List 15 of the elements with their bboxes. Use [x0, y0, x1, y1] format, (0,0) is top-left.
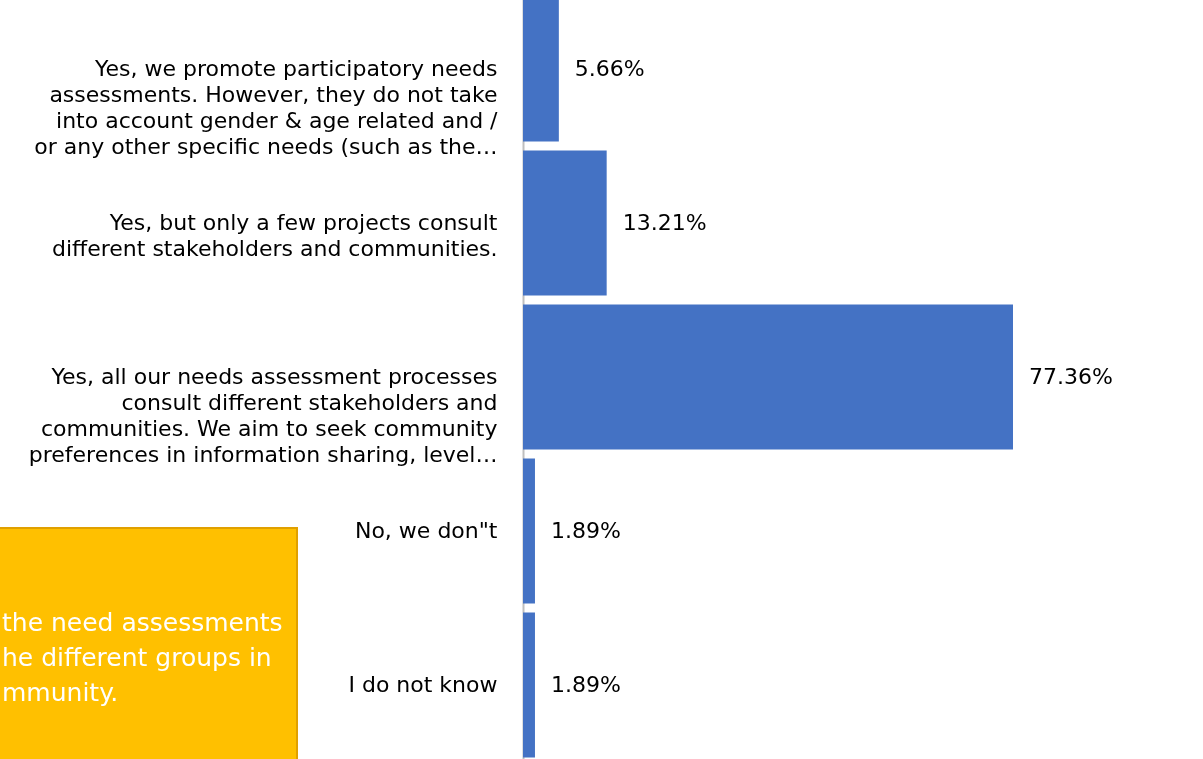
y-tick-label: Yes, but only a few projects consult different stakeholders and communities.: [51, 210, 498, 261]
y-tick-label: No, we don"t: [354, 518, 498, 543]
data-label: 5.66%: [574, 56, 645, 81]
bar: [523, 304, 1013, 450]
bar: [523, 458, 535, 604]
callout-box: the need assessments he different groups in mmunity.: [0, 527, 298, 759]
bar: [523, 150, 607, 296]
data-label: 1.89%: [550, 672, 621, 697]
data-label: 13.21%: [622, 210, 707, 235]
y-tick-label: I do not know: [348, 672, 498, 697]
bar: [523, 612, 535, 758]
y-tick-label: Yes, we promote participatory needs assessments. However, they do not take into account gender & age related and / or any other specific needs (such as the…: [34, 56, 499, 159]
data-label: 1.89%: [550, 518, 621, 543]
data-label: 77.36%: [1029, 364, 1113, 389]
y-tick-label: Yes, all our needs assessment processes consult different stakeholders and communities. We aim to seek community preferences in information sharing, level…: [28, 364, 498, 467]
